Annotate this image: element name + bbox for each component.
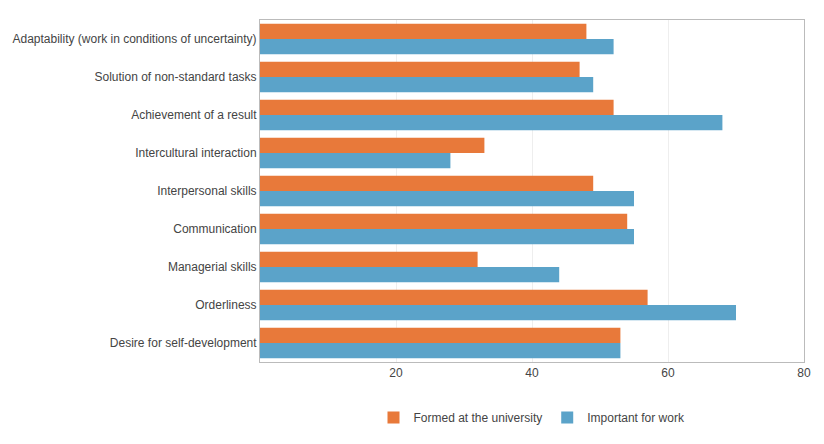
svg-text:Formed at the university: Formed at the university: [414, 411, 543, 425]
svg-text:Managerial skills: Managerial skills: [168, 260, 257, 274]
svg-text:60: 60: [661, 366, 675, 380]
svg-text:40: 40: [525, 366, 539, 380]
svg-text:Achievement of a result: Achievement of a result: [131, 108, 257, 122]
svg-text:Orderliness: Orderliness: [195, 298, 256, 312]
svg-text:Important for work: Important for work: [587, 411, 685, 425]
svg-text:Communication: Communication: [173, 222, 256, 236]
svg-text:Intercultural interaction: Intercultural interaction: [135, 146, 256, 160]
svg-text:Desire for self-development: Desire for self-development: [110, 336, 257, 350]
svg-text:20: 20: [389, 366, 403, 380]
svg-text:Solution of non-standard tasks: Solution of non-standard tasks: [94, 70, 256, 84]
svg-text:Interpersonal skills: Interpersonal skills: [157, 184, 256, 198]
svg-text:80: 80: [797, 366, 811, 380]
svg-text:Adaptability (work in conditio: Adaptability (work in conditions of unce…: [12, 32, 256, 46]
